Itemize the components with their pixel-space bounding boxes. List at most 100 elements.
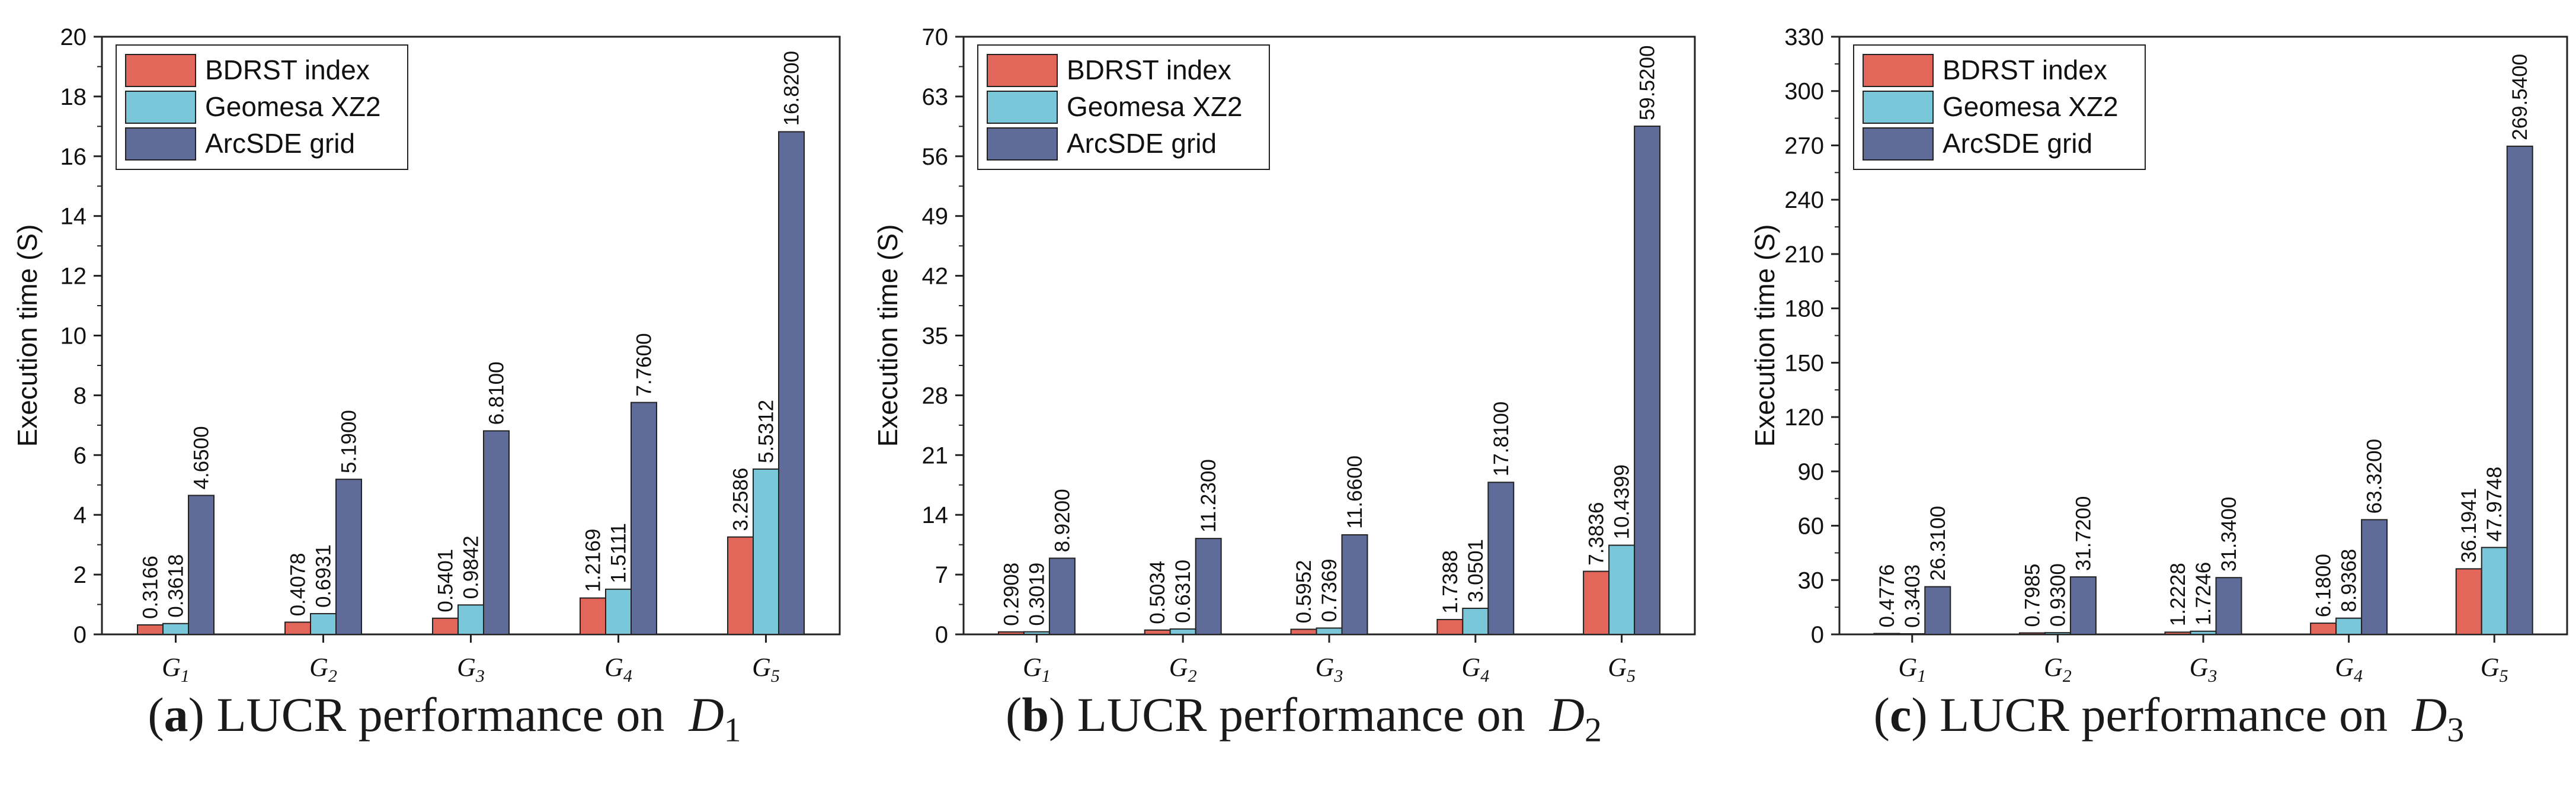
y-axis-label: Execution time (S) — [12, 224, 43, 447]
x-tick-label: G1 — [1023, 653, 1051, 686]
y-tick-label: 180 — [1784, 296, 1824, 322]
y-tick-label: 70 — [922, 24, 949, 50]
y-tick-label: 90 — [1798, 459, 1825, 485]
y-tick-label: 16 — [60, 144, 87, 170]
legend-label-bdrst: BDRST index — [1067, 54, 1231, 85]
y-tick-label: 150 — [1784, 350, 1824, 376]
data-label-arcsde: 63.3200 — [2363, 439, 2386, 514]
bar-arcsde — [1341, 534, 1368, 636]
x-tick-label-sub: 3 — [1333, 666, 1343, 686]
bar-geomesa — [310, 613, 337, 635]
bar-bdrst — [1436, 618, 1464, 635]
x-tick-label-base: G — [604, 653, 623, 682]
data-label-arcsde: 11.6600 — [1343, 455, 1367, 529]
x-tick-label-base: G — [1316, 653, 1335, 682]
x-tick-label: G4 — [2335, 653, 2363, 686]
y-tick-label: 56 — [922, 144, 949, 170]
data-label-bdrst: 7.3836 — [1585, 502, 1608, 566]
x-tick-label: G3 — [2190, 653, 2217, 686]
bar-geomesa — [753, 468, 779, 636]
bar-bdrst — [137, 624, 164, 636]
bar-geomesa — [2335, 617, 2363, 635]
x-tick-label-base: G — [2044, 653, 2063, 682]
bar-arcsde — [2215, 577, 2242, 636]
legend-swatch-geomesa — [987, 91, 1058, 124]
x-tick-label: G5 — [2481, 653, 2508, 686]
x-tick-label: G4 — [604, 653, 632, 686]
x-tick-label-base: G — [1608, 653, 1627, 682]
data-label-geomesa: 0.7369 — [1318, 559, 1341, 622]
legend-label-geomesa: Geomesa XZ2 — [1067, 91, 1243, 122]
x-tick-label-base: G — [309, 653, 328, 682]
data-label-arcsde: 16.8200 — [780, 51, 804, 126]
y-tick-label: 42 — [922, 264, 949, 290]
y-tick-label: 0 — [935, 622, 948, 648]
x-tick-label-base: G — [2481, 653, 2500, 682]
x-tick-label-sub: 5 — [771, 666, 780, 686]
bar-bdrst — [1144, 629, 1171, 636]
legend-swatch-arcsde — [1863, 127, 1934, 161]
x-tick-label: G5 — [1608, 653, 1636, 686]
y-tick-label: 20 — [60, 24, 87, 50]
x-tick-label: G1 — [1898, 653, 1926, 686]
bar-geomesa — [162, 623, 189, 636]
legend-label-geomesa: Geomesa XZ2 — [205, 91, 381, 122]
bar-arcsde — [2069, 576, 2097, 635]
bar-geomesa — [1462, 608, 1489, 636]
y-tick-label: 330 — [1784, 24, 1824, 50]
data-label-arcsde: 31.3400 — [2217, 497, 2241, 572]
x-tick-label: G4 — [1461, 653, 1489, 686]
data-label-bdrst: 0.7985 — [2021, 563, 2044, 627]
data-label-bdrst: 0.5952 — [1292, 560, 1316, 623]
chart-panel-c: 0 30 60 90 120 150 180 210 240 270 300 330 Execution… — [1749, 24, 2568, 686]
data-label-arcsde: 26.3100 — [1927, 506, 1950, 581]
caption-panel-a: (a) LUCR performance on D1 — [148, 688, 741, 749]
x-tick-label-sub: 1 — [1917, 666, 1926, 686]
x-tick-label: G2 — [1169, 653, 1197, 686]
y-tick-label: 60 — [1798, 514, 1825, 540]
bar-bdrst — [580, 597, 606, 636]
legend-swatch-geomesa — [1863, 91, 1934, 124]
data-label-bdrst: 6.1800 — [2312, 554, 2335, 617]
caption-panel-b: (b) LUCR performance on D2 — [1006, 688, 1602, 749]
caption-panel-c: (c) LUCR performance on D3 — [1873, 688, 2465, 749]
x-tick-label-sub: 4 — [1480, 666, 1489, 686]
legend-swatch-geomesa — [125, 91, 196, 124]
legend-swatch-bdrst — [987, 54, 1058, 87]
data-label-bdrst: 0.3166 — [139, 556, 162, 619]
y-tick-label: 240 — [1784, 187, 1824, 213]
legend-label-bdrst: BDRST index — [205, 54, 370, 85]
bar-bdrst — [997, 631, 1025, 636]
data-label-arcsde: 269.5400 — [2508, 54, 2532, 140]
bar-arcsde — [1048, 557, 1076, 635]
data-label-geomesa: 0.9300 — [2046, 563, 2069, 627]
y-tick-label: 14 — [922, 502, 949, 528]
bar-arcsde — [1924, 586, 1951, 635]
y-tick-label: 35 — [922, 323, 949, 349]
y-tick-label: 10 — [60, 323, 87, 349]
bar-bdrst — [2164, 631, 2191, 636]
bar-bdrst — [2018, 632, 2046, 635]
bar-geomesa — [1169, 628, 1196, 635]
y-tick-label: 0 — [73, 622, 87, 648]
bar-arcsde — [631, 402, 657, 635]
x-tick-label-sub: 1 — [181, 666, 190, 686]
x-tick-label: G5 — [752, 653, 780, 686]
data-label-arcsde: 11.2300 — [1197, 459, 1220, 532]
bar-bdrst — [2310, 623, 2337, 635]
y-tick-label: 210 — [1784, 242, 1824, 268]
x-tick-label-sub: 4 — [623, 666, 632, 686]
data-label-geomesa: 8.9368 — [2338, 549, 2361, 612]
y-tick-label: 0 — [1811, 622, 1824, 648]
bar-arcsde — [778, 131, 805, 635]
x-tick-label-sub: 3 — [2207, 666, 2217, 686]
bar-bdrst — [2455, 568, 2482, 636]
x-tick-label: G2 — [2044, 653, 2072, 686]
y-tick-label: 270 — [1784, 133, 1824, 159]
x-tick-label-sub: 1 — [1042, 666, 1051, 686]
y-tick-label: 2 — [73, 562, 87, 588]
y-tick-label: 12 — [60, 264, 87, 290]
data-label-geomesa: 5.5312 — [755, 400, 778, 463]
y-tick-label: 49 — [922, 204, 949, 230]
